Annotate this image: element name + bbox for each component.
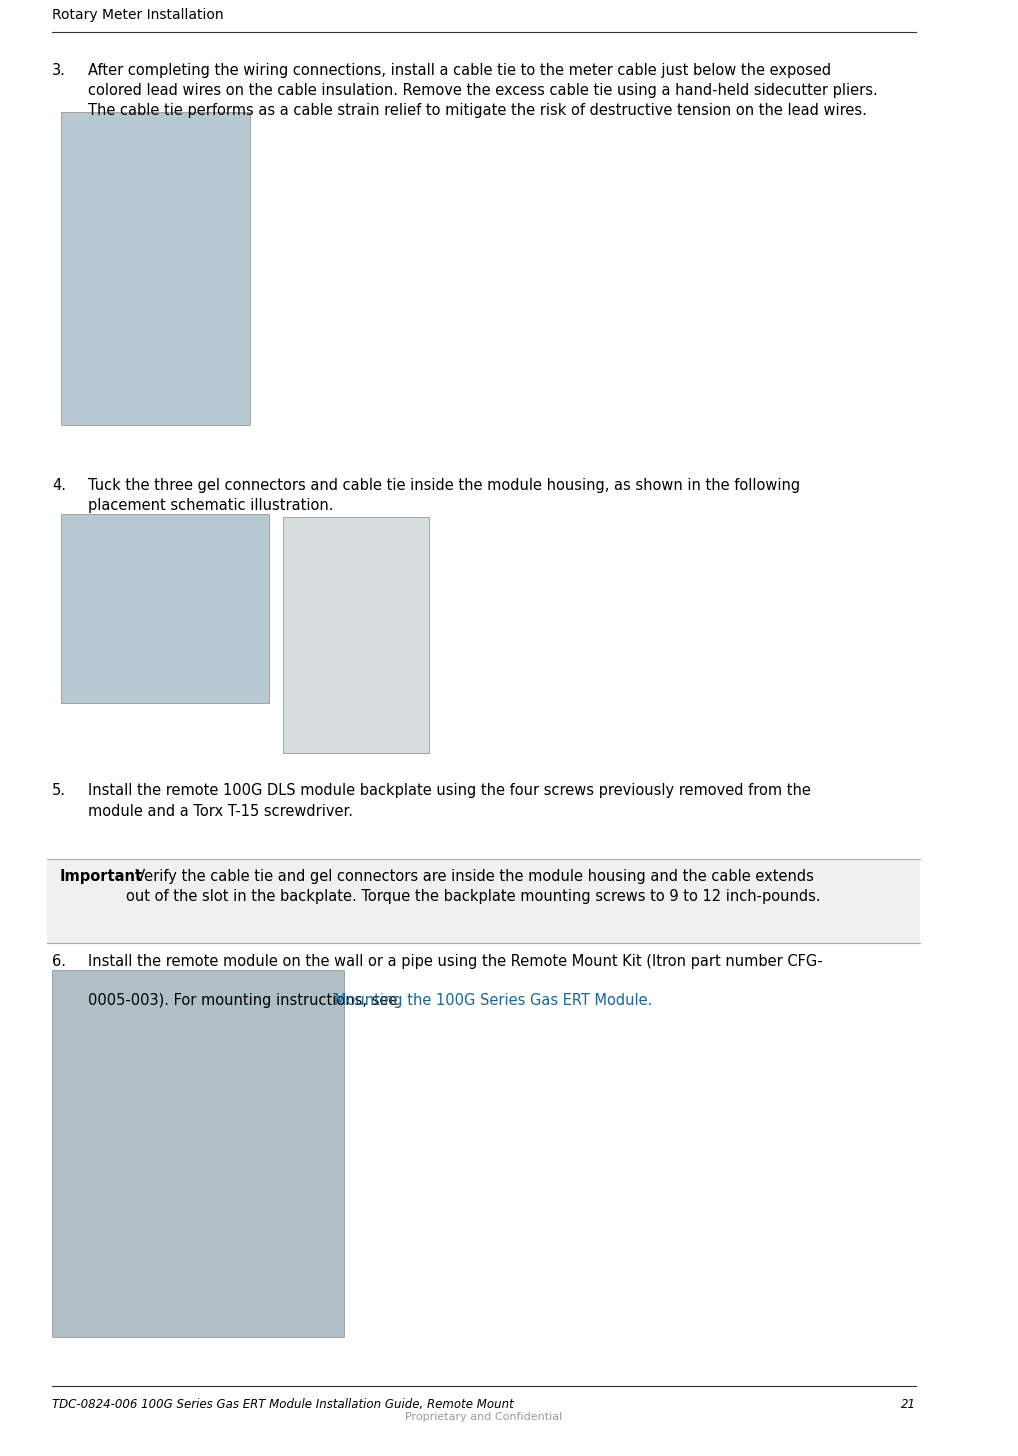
FancyBboxPatch shape: [283, 517, 430, 753]
FancyBboxPatch shape: [61, 112, 250, 425]
Text: Install the remote module on the wall or a pipe using the Remote Mount Kit (Itro: Install the remote module on the wall or…: [88, 954, 823, 968]
Text: 5.: 5.: [52, 783, 66, 798]
Text: 0005-003). For mounting instructions, see: 0005-003). For mounting instructions, se…: [88, 993, 402, 1008]
Text: 6.: 6.: [52, 954, 66, 968]
Text: Important: Important: [59, 869, 143, 884]
Text: 4.: 4.: [52, 478, 66, 492]
Text: TDC-0824-006 100G Series Gas ERT Module Installation Guide, Remote Mount: TDC-0824-006 100G Series Gas ERT Module …: [52, 1398, 514, 1411]
Text: Proprietary and Confidential: Proprietary and Confidential: [405, 1412, 562, 1423]
Text: 3.: 3.: [52, 63, 66, 77]
Text: 21: 21: [901, 1398, 915, 1411]
Text: Rotary Meter Installation: Rotary Meter Installation: [52, 7, 224, 22]
Text: Verify the cable tie and gel connectors are inside the module housing and the ca: Verify the cable tie and gel connectors …: [125, 869, 821, 904]
Text: Mounting the 100G Series Gas ERT Module.: Mounting the 100G Series Gas ERT Module.: [334, 993, 652, 1008]
Text: Tuck the three gel connectors and cable tie inside the module housing, as shown : Tuck the three gel connectors and cable …: [88, 478, 800, 513]
Text: After completing the wiring connections, install a cable tie to the meter cable : After completing the wiring connections,…: [88, 63, 878, 118]
FancyBboxPatch shape: [47, 859, 920, 943]
Text: Install the remote 100G DLS module backplate using the four screws previously re: Install the remote 100G DLS module backp…: [88, 783, 810, 818]
FancyBboxPatch shape: [52, 970, 344, 1337]
FancyBboxPatch shape: [61, 514, 269, 703]
